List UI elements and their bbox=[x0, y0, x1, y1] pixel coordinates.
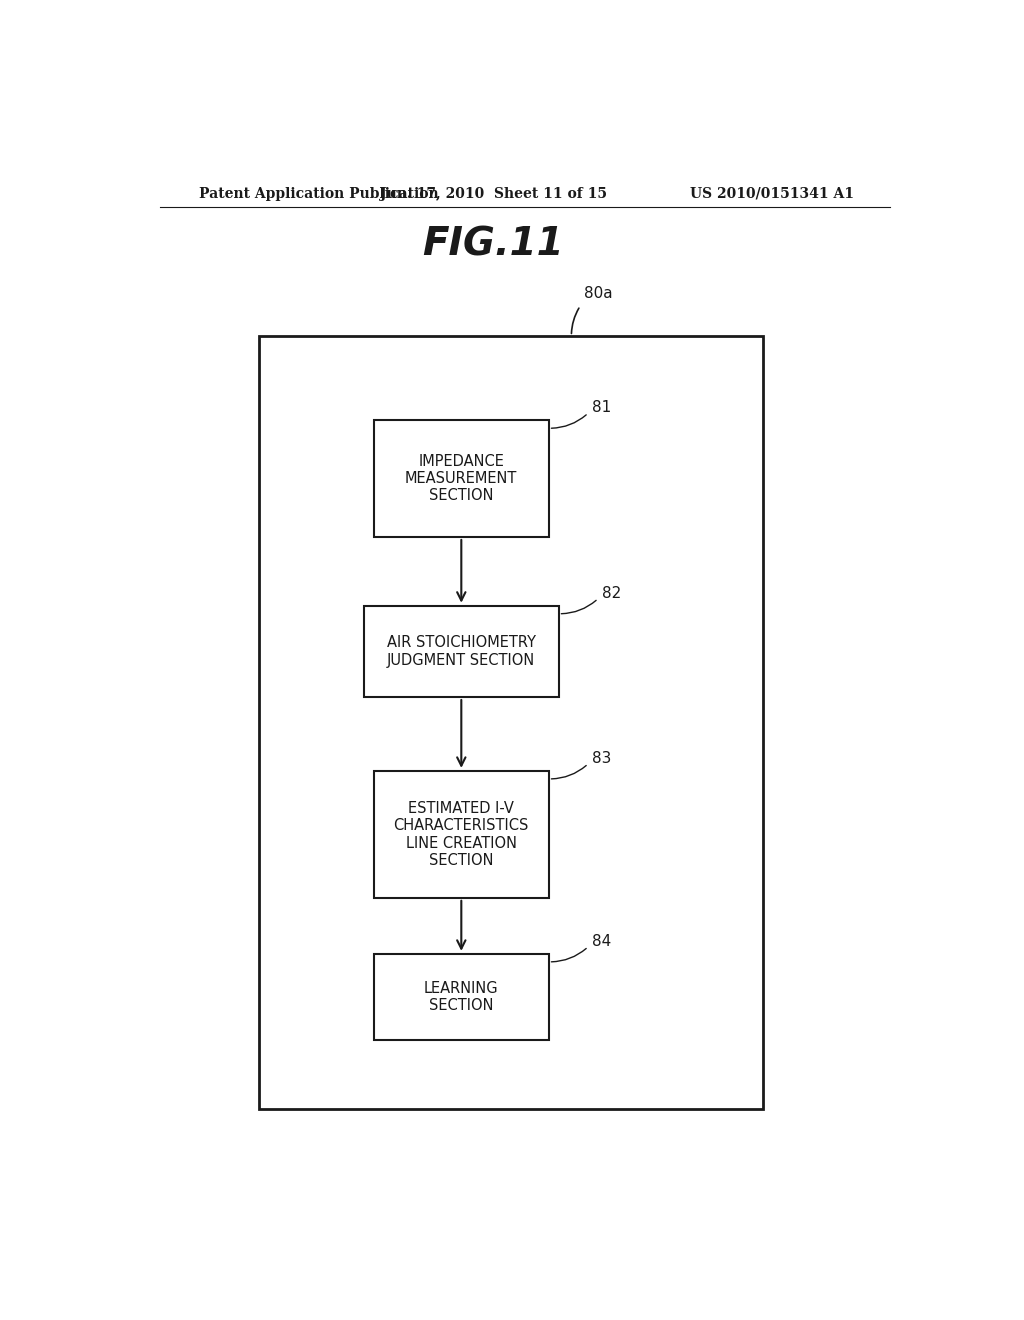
Bar bbox=[374, 954, 549, 1040]
Bar bbox=[374, 420, 549, 537]
Text: 84: 84 bbox=[592, 935, 611, 949]
Bar bbox=[259, 337, 763, 1109]
Text: 82: 82 bbox=[602, 586, 622, 601]
Text: Jun. 17, 2010  Sheet 11 of 15: Jun. 17, 2010 Sheet 11 of 15 bbox=[380, 187, 606, 201]
Text: LEARNING
SECTION: LEARNING SECTION bbox=[424, 981, 499, 1014]
Bar bbox=[374, 771, 549, 898]
Text: AIR STOICHIOMETRY
JUDGMENT SECTION: AIR STOICHIOMETRY JUDGMENT SECTION bbox=[387, 635, 536, 668]
Text: FIG.11: FIG.11 bbox=[422, 226, 564, 264]
Text: 83: 83 bbox=[592, 751, 611, 766]
Bar bbox=[365, 606, 558, 697]
Text: ESTIMATED I-V
CHARACTERISTICS
LINE CREATION
SECTION: ESTIMATED I-V CHARACTERISTICS LINE CREAT… bbox=[393, 801, 529, 869]
Text: 81: 81 bbox=[592, 400, 611, 416]
Text: IMPEDANCE
MEASUREMENT
SECTION: IMPEDANCE MEASUREMENT SECTION bbox=[406, 454, 517, 503]
Text: US 2010/0151341 A1: US 2010/0151341 A1 bbox=[690, 187, 854, 201]
Text: 80a: 80a bbox=[585, 285, 613, 301]
Text: Patent Application Publication: Patent Application Publication bbox=[200, 187, 439, 201]
